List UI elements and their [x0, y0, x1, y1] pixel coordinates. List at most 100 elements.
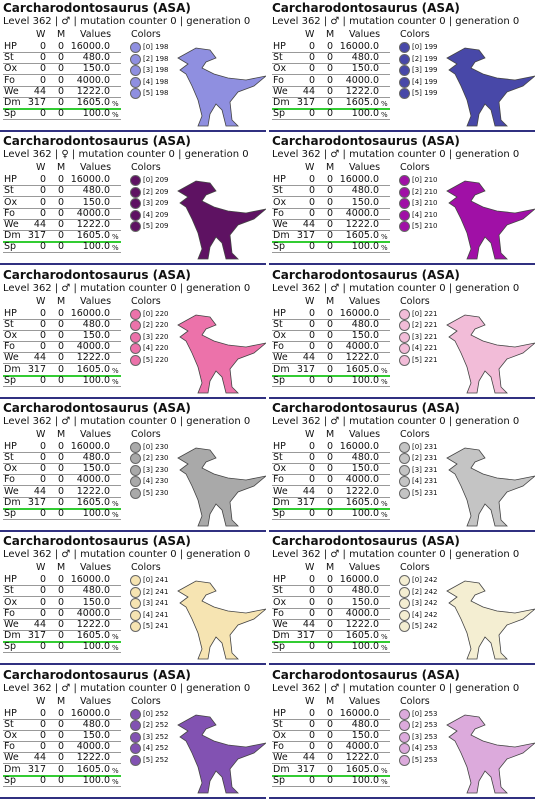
- stat-mutation: 0: [58, 474, 65, 486]
- card-subtitle: Level 362 | ♂ | mutation counter 0 | gen…: [272, 682, 520, 694]
- row-line: [3, 451, 121, 453]
- color-label: [5] 230: [143, 488, 169, 497]
- stat-mutation: 0: [58, 774, 65, 786]
- stat-mutation: 0: [327, 607, 334, 619]
- stat-mutation: 0: [327, 718, 334, 730]
- card-subtitle: Level 362 | ♂ | mutation counter 0 | gen…: [272, 282, 520, 294]
- dino-body: [446, 180, 535, 260]
- column-header: Values: [349, 562, 381, 574]
- stat-mutation: 0: [327, 52, 334, 64]
- card-subtitle: Level 362 | ♂ | mutation counter 0 | gen…: [272, 16, 520, 27]
- row-line: [272, 740, 390, 742]
- stat-name: St: [273, 585, 283, 597]
- color-label: [2] 231: [412, 454, 438, 463]
- stat-value: 1605.0: [76, 763, 110, 775]
- column-header: Values: [80, 695, 112, 707]
- creature-image: [177, 180, 266, 260]
- row-line: [272, 385, 390, 387]
- stat-value: 150.0: [82, 463, 110, 475]
- row-line: [3, 74, 121, 76]
- stat-mutation: 0: [58, 318, 65, 330]
- stat-unit: %: [112, 499, 119, 508]
- color-swatch: [130, 221, 141, 233]
- color-label: [3] 253: [412, 732, 438, 741]
- stat-mutation: 0: [327, 452, 334, 464]
- creature-image: [446, 447, 535, 527]
- stat-name: Ox: [4, 63, 18, 75]
- stat-wild: 0: [308, 574, 315, 586]
- color-label: [2] 209: [143, 187, 169, 196]
- row-line: [3, 618, 121, 620]
- stat-name: Fo: [273, 74, 284, 86]
- column-header: Colors: [131, 29, 161, 40]
- row-line: [3, 585, 121, 587]
- stat-name: Sp: [4, 641, 17, 653]
- color-swatch: [130, 308, 141, 320]
- stat-name: Sp: [273, 374, 286, 386]
- column-header: M: [326, 162, 335, 174]
- stat-wild: 0: [39, 729, 46, 741]
- color-label: [5] 242: [412, 622, 438, 631]
- stat-value: 100.0: [82, 241, 110, 253]
- stat-name: Sp: [4, 374, 17, 386]
- stat-wild: 0: [308, 452, 315, 464]
- row-line: [272, 496, 390, 498]
- row-line: [3, 629, 121, 631]
- stat-mutation: 0: [327, 230, 334, 242]
- row-line: [3, 318, 121, 320]
- color-swatch: [399, 53, 410, 65]
- column-header: Values: [349, 695, 381, 707]
- stat-unit: %: [381, 633, 388, 642]
- column-header: W: [305, 562, 315, 574]
- stat-mutation: 0: [327, 752, 334, 764]
- creature-card: Carcharodontosaurus (ASA) Level 362 | ♂ |…: [269, 133, 535, 266]
- row-line: [272, 519, 390, 521]
- stat-wild: 0: [308, 196, 315, 208]
- stat-value: 1605.0: [345, 97, 379, 108]
- color-swatch: [399, 209, 410, 221]
- stat-wild: 317: [27, 496, 46, 508]
- card-subtitle: Level 362 | ♂ | mutation counter 0 | gen…: [3, 682, 251, 694]
- stat-name: HP: [4, 440, 17, 452]
- color-swatch: [399, 343, 410, 355]
- creature-image: [177, 314, 266, 393]
- color-swatch: [399, 476, 410, 488]
- color-label: [2] 199: [412, 54, 438, 63]
- stat-value: 1605.0: [76, 630, 110, 642]
- stat-name: HP: [4, 41, 17, 52]
- column-header: M: [326, 428, 335, 440]
- color-label: [4] 198: [143, 77, 169, 86]
- row-line: [3, 329, 121, 331]
- stat-value: 1605.0: [345, 630, 379, 642]
- column-header: W: [305, 29, 315, 40]
- stat-name: Dm: [4, 630, 21, 642]
- row-line: [3, 340, 121, 342]
- stat-wild: 317: [296, 97, 315, 108]
- color-swatch: [130, 441, 141, 453]
- stat-name: Sp: [4, 774, 17, 786]
- column-header: Colors: [400, 162, 430, 174]
- color-swatch: [399, 76, 410, 88]
- stat-name: St: [4, 718, 14, 730]
- stat-mutation: 0: [327, 496, 334, 508]
- stat-mutation: 0: [327, 485, 334, 497]
- creature-image: [446, 580, 535, 660]
- row-line: [3, 52, 121, 53]
- stat-name: St: [273, 52, 283, 64]
- color-swatch: [130, 731, 141, 743]
- stat-mutation: 0: [58, 363, 65, 375]
- row-line: [3, 241, 121, 244]
- stat-name: Fo: [4, 474, 15, 486]
- stat-value: 4000.0: [345, 741, 379, 753]
- row-line: [272, 252, 390, 254]
- stat-name: Ox: [273, 729, 287, 741]
- color-swatch: [130, 598, 141, 610]
- card-title: Carcharodontosaurus (ASA): [3, 400, 191, 415]
- color-label: [4] 242: [412, 610, 438, 619]
- stat-unit: %: [112, 766, 119, 775]
- stat-value: 16000.0: [339, 41, 379, 52]
- stat-name: Ox: [273, 596, 287, 608]
- stat-wild: 0: [39, 374, 46, 386]
- stat-name: HP: [273, 707, 286, 719]
- stat-mutation: 0: [58, 596, 65, 608]
